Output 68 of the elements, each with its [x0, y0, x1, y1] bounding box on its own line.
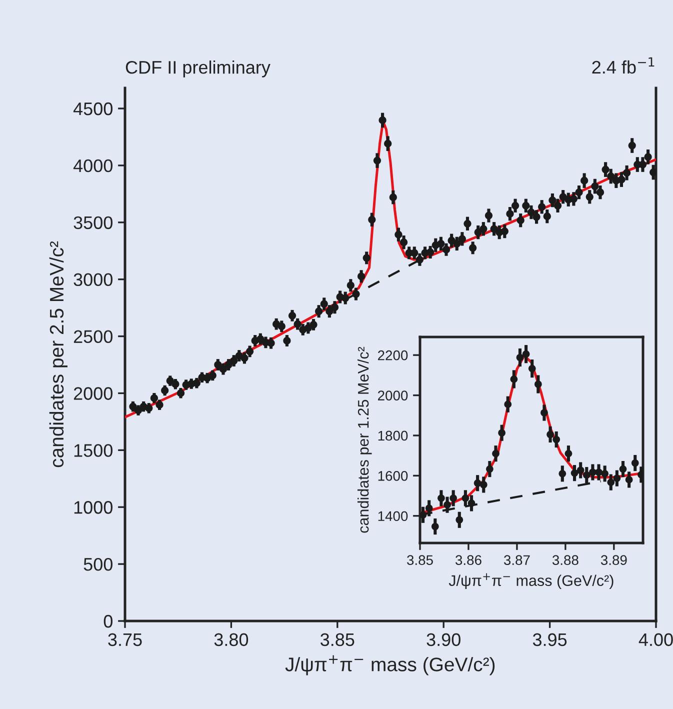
y-tick-label: 1800 — [378, 430, 408, 441]
x-tick-label: 3.85 — [320, 633, 354, 646]
point — [619, 465, 627, 473]
point — [601, 470, 608, 478]
x-tick-label: 3.75 — [108, 633, 142, 646]
point — [576, 466, 584, 474]
point — [625, 476, 633, 484]
point — [546, 430, 554, 438]
x-tick-label: 3.95 — [532, 633, 567, 646]
y-tick-label: 3000 — [74, 273, 112, 286]
point — [456, 516, 464, 524]
point — [589, 468, 596, 476]
x-tick-label: 3.85 — [407, 555, 433, 566]
point — [450, 494, 458, 502]
x-axis-title: J/ψπ$^{+}$π$^{−}$ mass (GeV/c²) — [285, 655, 495, 676]
x-axis-title: J/ψπ$^{+}$π$^{−}$ mass (GeV/c²) — [448, 573, 614, 590]
y-tick-label: 1500 — [74, 444, 112, 457]
y-axis-title: candidates per 1.25 MeV/c² — [358, 346, 372, 533]
point — [431, 522, 439, 530]
point — [516, 354, 524, 362]
point — [613, 474, 621, 482]
y-tick-label: 2500 — [74, 330, 112, 343]
point — [504, 400, 512, 408]
point — [510, 376, 518, 383]
y-tick-label: 3500 — [74, 216, 112, 230]
point — [522, 350, 530, 358]
point — [595, 468, 602, 476]
point — [492, 450, 500, 458]
point — [631, 459, 639, 467]
point — [498, 429, 506, 437]
x-tick-label: 3.88 — [552, 555, 578, 566]
point — [425, 504, 433, 512]
y-tick-label: 500 — [84, 558, 112, 571]
y-tick-label: 0 — [104, 614, 112, 628]
point — [558, 470, 566, 478]
point — [438, 494, 445, 502]
x-tick-label: 3.90 — [426, 633, 460, 646]
y-axis-title: candidates per 2.5 MeV/c² — [49, 241, 68, 468]
point — [462, 494, 470, 502]
x-tick-label: 3.87 — [504, 555, 530, 566]
y-tick-label: 1600 — [378, 471, 408, 481]
y-tick-label: 2000 — [378, 390, 408, 400]
point — [552, 436, 560, 444]
y-tick-label: 4000 — [73, 159, 112, 172]
text: CDF II preliminary — [126, 60, 270, 78]
point — [528, 364, 536, 372]
y-tick-label: 2000 — [74, 387, 112, 400]
point — [534, 380, 542, 388]
point — [570, 469, 578, 477]
point — [582, 471, 590, 479]
y-tick-label: 1400 — [378, 511, 408, 522]
x-tick-label: 3.89 — [600, 555, 627, 566]
x-tick-label: 4.00 — [638, 633, 673, 646]
text: 2.4 fb$^{−1}$ — [592, 57, 654, 74]
point — [564, 450, 572, 458]
y-tick-label: 2200 — [378, 350, 408, 360]
y-tick-label: 1000 — [74, 501, 112, 514]
point — [420, 511, 427, 519]
point — [480, 481, 488, 488]
point — [474, 479, 482, 487]
y-tick-label: 4500 — [73, 102, 112, 116]
x-tick-label: 3.80 — [214, 633, 248, 646]
point — [444, 501, 451, 508]
point — [540, 409, 548, 416]
point — [468, 500, 476, 507]
point — [486, 465, 494, 473]
x-tick-label: 3.86 — [455, 555, 482, 566]
point — [607, 478, 615, 486]
